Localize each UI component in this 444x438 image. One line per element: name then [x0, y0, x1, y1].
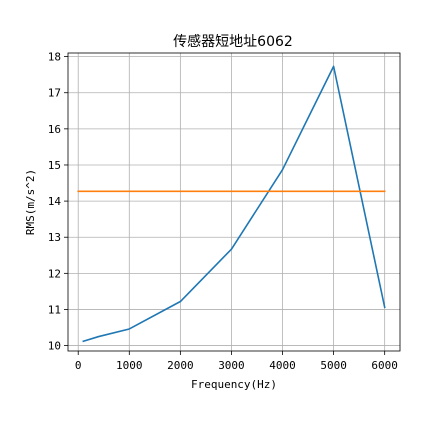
chart-title: 传感器短地址6062	[173, 33, 293, 50]
y-tick-label: 14	[48, 195, 62, 208]
x-tick-label: 3000	[218, 359, 245, 372]
series-lines	[77, 65, 386, 343]
y-tick-label: 12	[48, 267, 61, 280]
x-tick-label: 1000	[116, 359, 143, 372]
y-tick-label: 11	[48, 303, 61, 316]
x-tick-label: 6000	[371, 359, 398, 372]
series-line-1	[82, 65, 386, 343]
x-tick-label: 4000	[269, 359, 296, 372]
y-tick-label: 18	[48, 51, 61, 64]
y-tick-label: 16	[48, 123, 61, 136]
x-tick-label: 2000	[167, 359, 194, 372]
axis-ticks: 0 1000 2000 3000 4000 5000 6000 10 11 12 13 14 15 16 1…	[48, 51, 398, 372]
grid-lines	[68, 53, 400, 351]
plot-frame	[67, 52, 401, 352]
y-axis-label: RMS(m/s^2)	[24, 169, 37, 235]
x-tick-label: 5000	[320, 359, 347, 372]
y-tick-label: 17	[48, 87, 61, 100]
x-tick-label: 0	[75, 359, 82, 372]
y-tick-label: 10	[48, 340, 61, 353]
x-axis-label: Frequency(Hz)	[191, 378, 277, 391]
y-tick-label: 13	[48, 231, 61, 244]
y-tick-label: 15	[48, 159, 61, 172]
